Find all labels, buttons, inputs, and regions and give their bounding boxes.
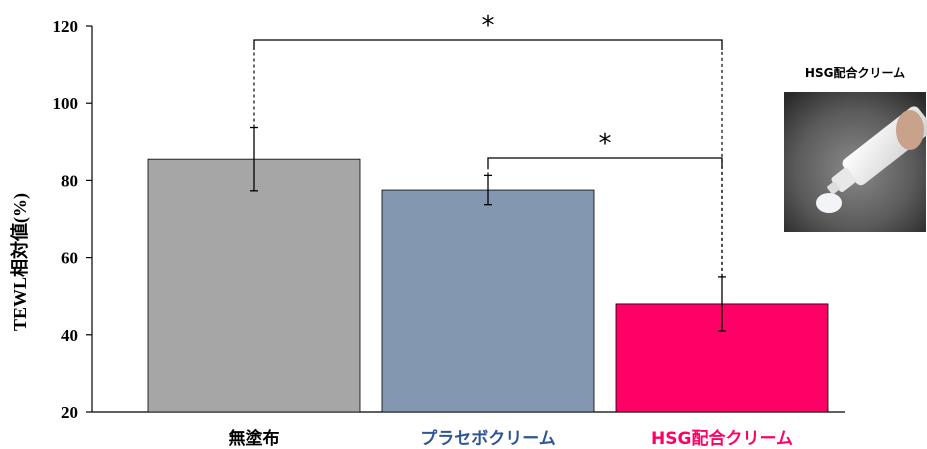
product-photo: HSG配合クリーム: [784, 65, 927, 232]
y-tick-label: 20: [61, 403, 78, 422]
y-tick-label: 100: [53, 94, 79, 113]
category-label: 無塗布: [229, 428, 280, 449]
y-axis-label: TEWL相対値(%): [9, 193, 31, 331]
significance-star: *: [482, 11, 495, 41]
y-tick-label: 120: [53, 17, 79, 36]
category-labels: 無塗布 プラセボクリーム HSG配合クリーム: [229, 428, 793, 449]
finger: [896, 110, 924, 150]
significance-star: *: [599, 129, 612, 159]
category-label: HSG配合クリーム: [651, 428, 793, 449]
sig-bracket: [254, 40, 722, 50]
y-tick-label: 40: [61, 326, 78, 345]
photo-caption: HSG配合クリーム: [805, 65, 905, 80]
y-tick-label: 60: [61, 249, 78, 268]
bar: [382, 190, 594, 412]
bar: [148, 159, 360, 412]
sig-bracket: [488, 158, 722, 168]
y-tick-label: 80: [61, 171, 78, 190]
category-label: プラセボクリーム: [420, 428, 556, 449]
cream-dab: [816, 193, 842, 213]
